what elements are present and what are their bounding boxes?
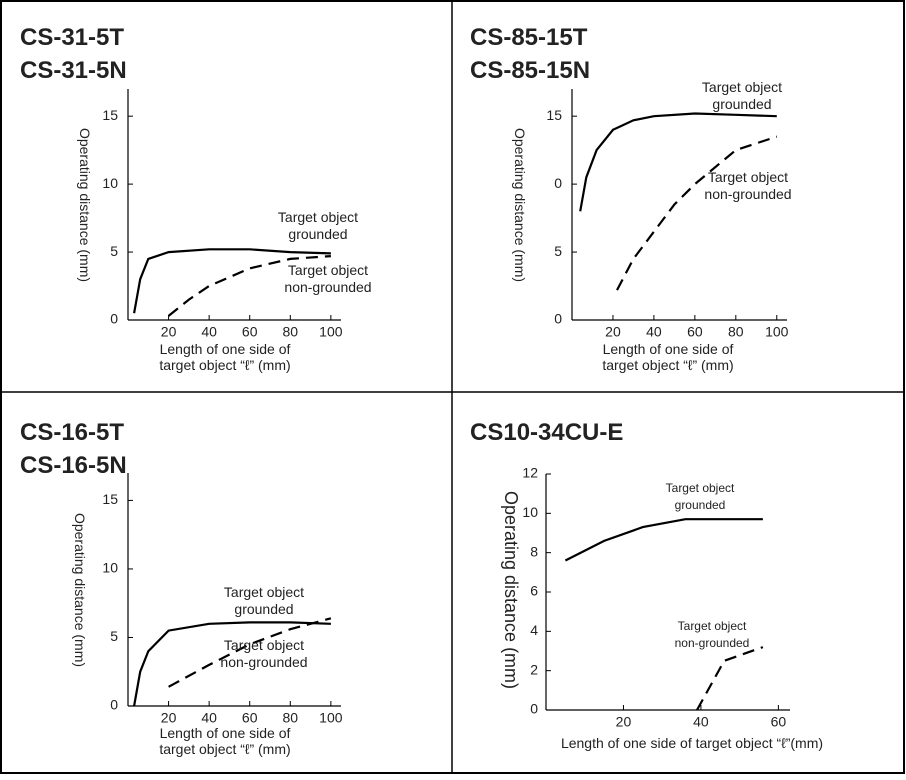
x-tick-label: 20 [161, 324, 177, 340]
chart-subtitle: CS-31-5N [20, 57, 127, 84]
chart-subtitle: CS-16-5N [20, 452, 127, 479]
y-tick-label: 10 [102, 175, 118, 191]
series-label: grounded [234, 601, 293, 617]
series-label: grounded [675, 498, 726, 512]
x-axis-label: target object “ℓ” (mm) [159, 741, 290, 757]
y-tick-label: 6 [530, 583, 538, 599]
y-tick-label: 8 [530, 543, 538, 559]
series-label: Target object [288, 262, 368, 278]
y-tick-label: 0 [110, 311, 118, 327]
x-axis-label: Length of one side of target object “ℓ”(… [561, 735, 823, 751]
y-axis-label: Operating distance (mm) [77, 128, 93, 282]
x-tick-label: 80 [728, 324, 744, 340]
series-line [167, 255, 331, 317]
series-label: non-grounded [675, 636, 750, 650]
series-label: Target object [224, 584, 304, 600]
y-tick-label: 0 [554, 311, 562, 327]
x-tick-label: 20 [605, 324, 621, 340]
x-tick-label: 60 [687, 324, 703, 340]
x-axis-label: Length of one side of [160, 725, 291, 741]
y-tick-label: 0 [530, 701, 538, 717]
y-tick-label: 5 [554, 243, 562, 259]
x-axis-label: Length of one side of [160, 341, 291, 357]
series-label: grounded [288, 226, 347, 242]
y-tick-label: 5 [110, 628, 118, 644]
series-line [133, 248, 331, 314]
series-label: Target object [278, 209, 358, 225]
x-tick-label: 40 [201, 324, 217, 340]
chart-title: CS-31-5T [20, 24, 124, 51]
x-tick-label: 100 [765, 324, 789, 340]
x-axis-label: target object “ℓ” (mm) [159, 357, 290, 373]
y-tick-label: 5 [110, 243, 118, 259]
y-axis-label: Operating distance (mm) [512, 128, 528, 282]
x-axis-label: Length of one side of [603, 341, 734, 357]
x-tick-label: 20 [616, 714, 632, 730]
y-tick-label: 15 [102, 107, 118, 123]
series-label: Target object [666, 481, 735, 495]
chart-subtitle: CS-85-15N [470, 57, 590, 84]
x-tick-label: 80 [282, 324, 298, 340]
x-axis-label: target object “ℓ” (mm) [602, 357, 733, 373]
series-label: non-grounded [284, 279, 371, 295]
y-tick-label: 2 [530, 661, 538, 677]
series-label: non-grounded [704, 186, 791, 202]
x-tick-label: 60 [242, 324, 258, 340]
series-line [168, 617, 332, 688]
x-tick-label: 40 [646, 324, 662, 340]
series-label: Target object [708, 169, 788, 185]
x-tick-label: 100 [319, 710, 343, 726]
series-line [616, 135, 778, 291]
y-tick-label: 10 [102, 560, 118, 576]
y-axis-label: Operating distance (mm) [501, 491, 521, 689]
x-tick-label: 40 [201, 710, 217, 726]
y-tick-label: 4 [530, 622, 538, 638]
series-label: Target object [224, 637, 304, 653]
y-axis-label: Operating distance (mm) [72, 513, 88, 667]
y-tick-label: 12 [522, 465, 538, 481]
y-tick-label: 0 [110, 697, 118, 713]
y-tick-label: 15 [102, 491, 118, 507]
x-tick-label: 60 [242, 710, 258, 726]
chart-title: CS10-34CU-E [470, 419, 623, 446]
y-tick-label: 0 [554, 175, 562, 191]
series-label: grounded [712, 96, 771, 112]
series-label: non-grounded [220, 654, 307, 670]
series-label: Target object [678, 619, 747, 633]
x-tick-label: 60 [771, 714, 787, 730]
series-line [133, 621, 331, 707]
series-line [564, 518, 763, 562]
y-tick-label: 15 [546, 107, 562, 123]
y-tick-label: 10 [522, 504, 538, 520]
chart-title: CS-85-15T [470, 24, 588, 51]
x-tick-label: 20 [161, 710, 177, 726]
series-line [579, 112, 777, 212]
chart-title: CS-16-5T [20, 419, 124, 446]
series-line [696, 646, 764, 711]
x-tick-label: 100 [319, 324, 343, 340]
x-tick-label: 80 [282, 710, 298, 726]
x-tick-label: 40 [693, 714, 709, 730]
series-label: Target object [702, 79, 782, 95]
